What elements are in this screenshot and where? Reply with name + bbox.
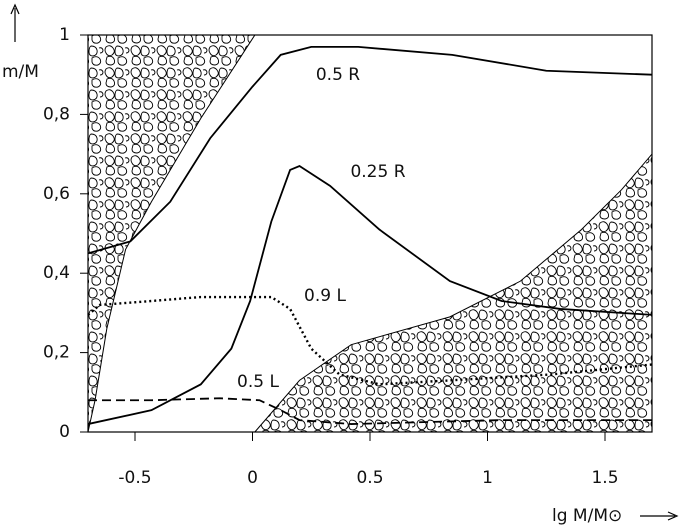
- line-label: 0.9 L: [304, 286, 346, 306]
- y-tick-label: 0,8: [43, 104, 70, 124]
- y-tick-label: 0,4: [43, 263, 70, 283]
- x-arrow-head: [667, 511, 679, 521]
- series-line: [87, 164, 653, 425]
- y-arrow-head: [10, 3, 20, 15]
- y-tick-label: 0,2: [43, 343, 70, 363]
- y-tick-label: 0,6: [43, 184, 70, 204]
- y-tick-label: 1: [59, 25, 70, 45]
- x-tick-label: 1: [482, 468, 493, 488]
- line-label: 0.5 R: [316, 65, 360, 85]
- y-tick-label: 0: [59, 422, 70, 442]
- y-axis-label: m/M: [2, 62, 39, 82]
- convective-zone: [87, 34, 256, 433]
- series-line: [87, 46, 653, 255]
- line-label: 0.25 R: [350, 162, 405, 182]
- x-tick-label: -0.5: [118, 468, 151, 488]
- series-line: [88, 397, 652, 425]
- x-tick-label: 0.5: [356, 468, 383, 488]
- series-line: [87, 295, 653, 386]
- x-tick-label: 1.5: [591, 468, 618, 488]
- line-label: 0.5 L: [237, 372, 279, 392]
- x-tick-label: 0: [247, 468, 258, 488]
- x-axis-label: lg M/M⊙: [552, 506, 622, 526]
